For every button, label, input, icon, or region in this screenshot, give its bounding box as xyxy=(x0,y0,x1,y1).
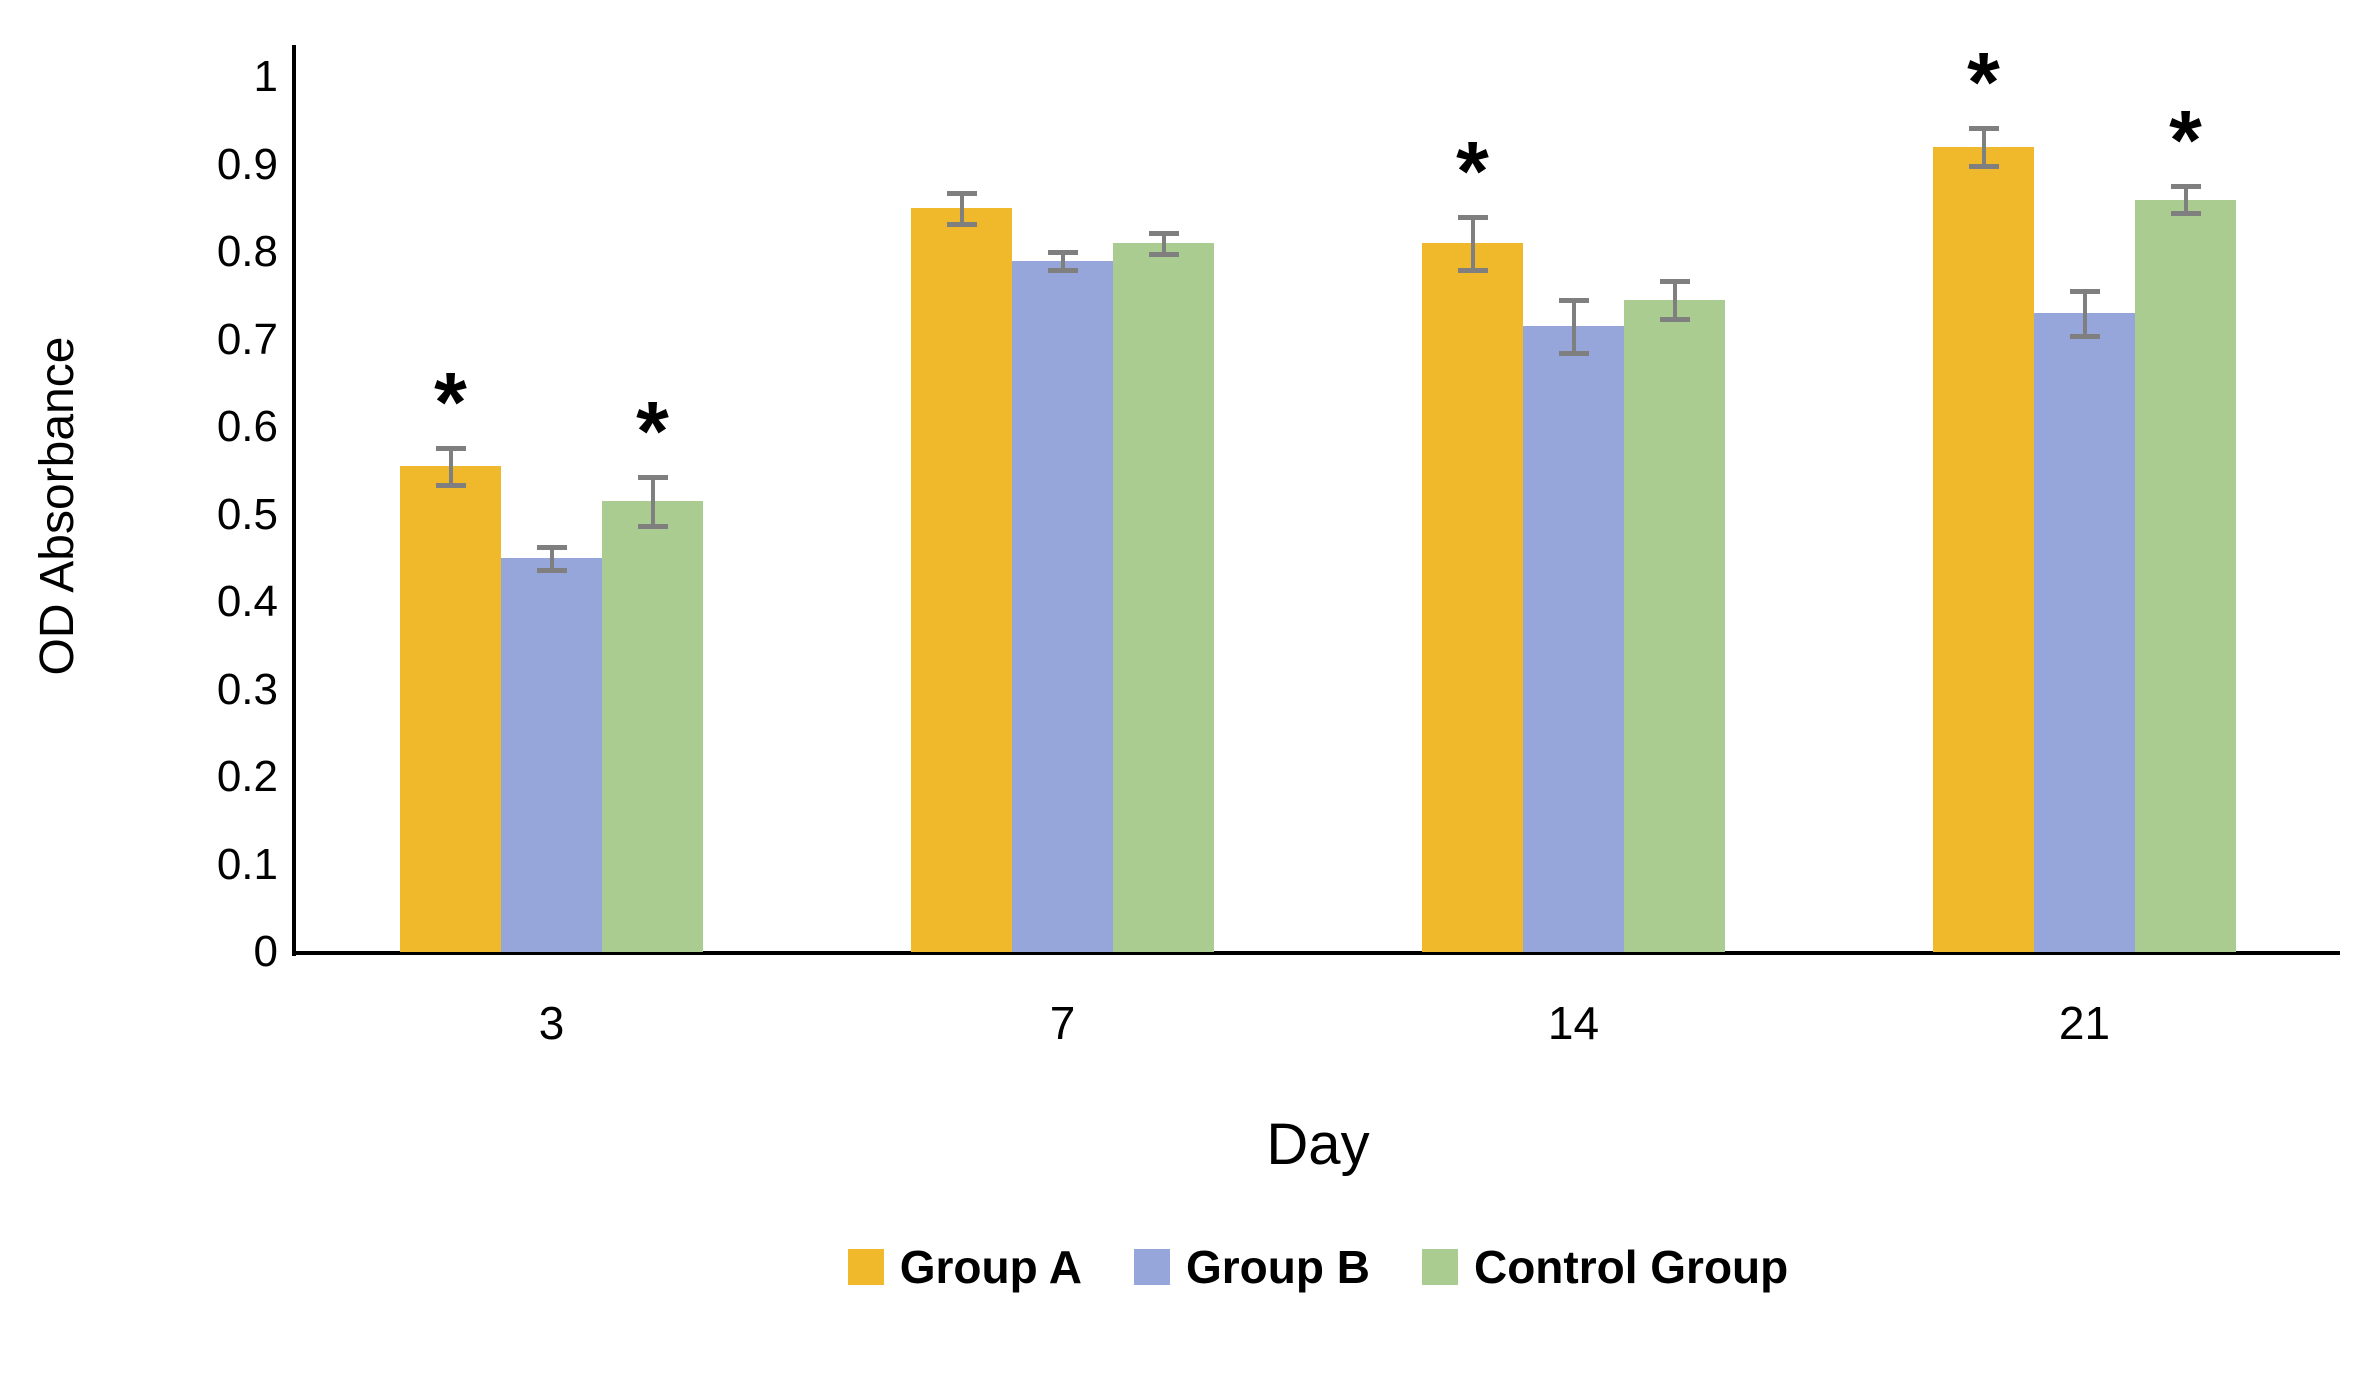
bar-group-a-day-3 xyxy=(400,466,501,952)
legend-item-group-b: Group B xyxy=(1134,1244,1370,1290)
x-axis-tick-label: 7 xyxy=(1049,997,1076,1049)
error-bar-group-a-day-7 xyxy=(959,192,964,224)
legend-swatch-group-a xyxy=(847,1249,884,1285)
y-axis-tick-label: 0.1 xyxy=(216,839,278,889)
error-bar-cap-bottom-group-a-day-21 xyxy=(1968,164,1999,170)
significance-asterisk-group-a-day-3: * xyxy=(434,355,467,449)
legend-label-group-a: Group A xyxy=(899,1241,1082,1293)
bar-group-b-day-7 xyxy=(1012,260,1113,952)
error-bar-cap-bottom-group-b-day-3 xyxy=(536,567,567,573)
x-axis-tick-label: 3 xyxy=(538,997,565,1049)
legend-swatch-control-group xyxy=(1421,1249,1458,1285)
error-bar-cap-bottom-group-b-day-7 xyxy=(1047,267,1078,273)
error-bar-cap-top-group-b-day-14 xyxy=(1558,298,1589,304)
error-bar-cap-bottom-group-a-day-7 xyxy=(946,222,977,227)
error-bar-group-b-day-21 xyxy=(2082,290,2087,336)
y-axis-tick-label: 1 xyxy=(253,52,278,101)
bar-group-b-day-14 xyxy=(1523,326,1624,952)
y-axis-tick-label: 0.9 xyxy=(216,139,278,189)
error-bar-cap-top-control-group-day-14 xyxy=(1659,278,1690,284)
error-bar-cap-bottom-control-group-day-14 xyxy=(1659,317,1690,323)
legend-label-group-b: Group B xyxy=(1186,1241,1370,1293)
error-bar-cap-top-group-a-day-3 xyxy=(435,446,466,451)
error-bar-cap-top-group-b-day-7 xyxy=(1047,250,1078,255)
error-bar-cap-top-group-a-day-14 xyxy=(1457,215,1488,220)
error-bar-cap-top-group-a-day-21 xyxy=(1968,125,1999,131)
error-bar-cap-bottom-group-b-day-21 xyxy=(2069,334,2100,339)
bar-group-b-day-3 xyxy=(501,558,602,952)
legend: Group A Group B Control Group xyxy=(296,1238,2340,1296)
y-axis-line xyxy=(292,45,296,956)
bar-control-group-day-14 xyxy=(1624,300,1725,952)
error-bar-cap-top-group-b-day-21 xyxy=(2069,288,2100,294)
y-axis-tick-label: 0.4 xyxy=(216,577,278,626)
y-axis-tick-label: 0.8 xyxy=(216,227,278,276)
error-bar-cap-top-group-a-day-7 xyxy=(946,190,977,196)
bar-group-a-day-14 xyxy=(1422,243,1523,952)
y-axis-tick-label: 0.7 xyxy=(216,314,278,364)
error-bar-cap-bottom-group-a-day-3 xyxy=(435,482,466,488)
legend-label-control-group: Control Group xyxy=(1473,1241,1789,1293)
error-bar-cap-bottom-control-group-day-3 xyxy=(637,523,668,529)
error-bar-control-group-day-3 xyxy=(650,476,655,526)
error-bar-cap-top-group-b-day-3 xyxy=(536,544,567,550)
y-axis-tick-label: 0.6 xyxy=(216,402,278,451)
error-bar-control-group-day-21 xyxy=(2183,186,2188,213)
error-bar-cap-bottom-group-b-day-14 xyxy=(1558,350,1589,356)
y-axis-tick-label: 0 xyxy=(253,927,278,976)
error-bar-cap-top-control-group-day-3 xyxy=(637,474,668,480)
significance-asterisk-control-group-day-3: * xyxy=(636,383,669,478)
legend-item-group-a: Group A xyxy=(847,1241,1082,1293)
x-axis-title: Day xyxy=(1266,1112,1370,1177)
significance-asterisk-control-group-day-21: * xyxy=(2169,93,2202,188)
error-bar-cap-top-control-group-day-21 xyxy=(2170,184,2201,190)
bar-group-a-day-7 xyxy=(911,208,1012,952)
error-bar-cap-bottom-group-a-day-14 xyxy=(1457,267,1488,273)
error-bar-control-group-day-14 xyxy=(1672,280,1677,320)
error-bar-cap-bottom-control-group-day-21 xyxy=(2170,210,2201,216)
legend-swatch-group-b xyxy=(1134,1249,1170,1285)
x-axis-tick-label: 21 xyxy=(2058,997,2111,1049)
y-axis-tick-label: 0.2 xyxy=(216,752,278,801)
legend-item-control-group: Control Group xyxy=(1421,1241,1789,1293)
error-bar-group-a-day-3 xyxy=(448,448,453,485)
bar-control-group-day-21 xyxy=(2135,199,2236,952)
error-bar-cap-top-control-group-day-7 xyxy=(1148,230,1179,236)
x-axis-line xyxy=(292,951,2340,955)
error-bar-group-a-day-14 xyxy=(1470,217,1475,270)
error-bar-group-a-day-21 xyxy=(1981,127,1986,167)
error-bar-group-b-day-7 xyxy=(1060,252,1065,270)
error-bar-group-b-day-14 xyxy=(1571,300,1576,353)
error-bar-group-b-day-3 xyxy=(549,546,554,570)
y-axis-tick-label: 0.5 xyxy=(216,489,278,539)
significance-asterisk-group-a-day-14: * xyxy=(1456,124,1489,218)
x-axis-tick-label: 14 xyxy=(1547,997,1600,1049)
bar-group-b-day-21 xyxy=(2034,313,2135,952)
bar-control-group-day-3 xyxy=(602,501,703,952)
error-bar-cap-bottom-control-group-day-7 xyxy=(1148,251,1179,257)
bar-control-group-day-7 xyxy=(1113,243,1214,952)
error-bar-control-group-day-7 xyxy=(1161,232,1166,254)
y-axis-tick-label: 0.3 xyxy=(216,664,278,714)
significance-asterisk-group-a-day-21: * xyxy=(1967,34,2000,129)
bar-group-a-day-21 xyxy=(1933,147,2034,952)
